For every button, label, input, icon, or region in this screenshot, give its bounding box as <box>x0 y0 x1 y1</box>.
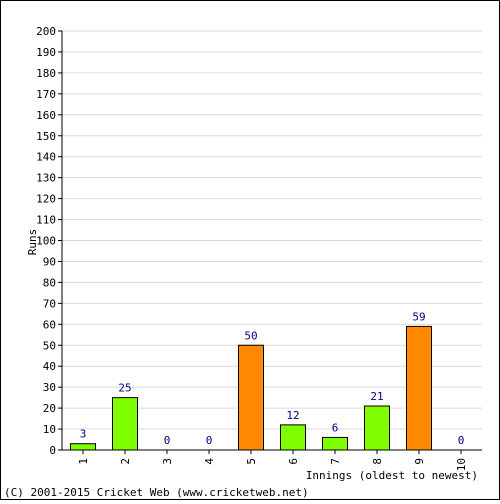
y-tick-label: 180 <box>36 67 56 80</box>
y-tick-label: 40 <box>43 360 56 373</box>
value-label: 59 <box>412 310 425 323</box>
value-label: 6 <box>332 421 339 434</box>
value-label: 0 <box>206 434 213 447</box>
y-tick-label: 140 <box>36 151 56 164</box>
y-tick-label: 150 <box>36 130 56 143</box>
x-tick-label: 9 <box>413 458 426 465</box>
value-label: 0 <box>458 434 465 447</box>
bar-innings-5 <box>238 344 264 451</box>
bars <box>70 325 432 451</box>
y-tick-label: 60 <box>43 318 56 331</box>
bar-innings-7 <box>322 436 348 451</box>
bar-innings-6 <box>280 424 306 451</box>
y-axis-ticks: 0 10 20 30 40 50 60 70 80 90 100 110 120 130 140 150 160… <box>36 25 62 457</box>
y-tick-label: 50 <box>43 339 56 352</box>
value-label: 21 <box>370 390 383 403</box>
y-tick-label: 200 <box>36 25 56 38</box>
x-tick-label: 5 <box>245 458 258 465</box>
value-label: 25 <box>118 382 131 395</box>
y-tick-label: 70 <box>43 297 56 310</box>
x-tick-label: 4 <box>203 458 216 465</box>
y-tick-label: 130 <box>36 172 56 185</box>
grid-lines <box>62 30 482 430</box>
y-tick-label: 160 <box>36 109 56 122</box>
value-label: 12 <box>286 409 299 422</box>
y-tick-label: 20 <box>43 402 56 415</box>
y-tick-label: 10 <box>43 423 56 436</box>
y-tick-label: 110 <box>36 214 56 227</box>
x-tick-label: 10 <box>455 458 468 471</box>
bar-innings-1 <box>70 443 96 451</box>
bar-innings-2 <box>112 397 138 451</box>
y-tick-label: 170 <box>36 88 56 101</box>
y-tick-label: 190 <box>36 46 56 59</box>
x-tick-label: 2 <box>119 458 132 465</box>
bar-innings-9 <box>406 325 432 451</box>
bar-innings-8 <box>364 405 390 451</box>
value-label: 3 <box>80 428 87 441</box>
x-tick-label: 1 <box>77 458 90 465</box>
x-tick-label: 8 <box>371 458 384 465</box>
x-axis-label: Innings (oldest to newest) <box>306 469 478 482</box>
value-labels: 3 25 0 0 50 12 6 21 59 0 <box>80 310 465 447</box>
x-tick-label: 7 <box>329 458 342 465</box>
y-tick-label: 80 <box>43 276 56 289</box>
copyright-footer: (C) 2001-2015 Cricket Web (www.cricketwe… <box>4 486 309 499</box>
y-tick-label: 30 <box>43 381 56 394</box>
value-label: 0 <box>164 434 171 447</box>
x-tick-label: 3 <box>161 458 174 465</box>
y-tick-label: 0 <box>49 444 56 457</box>
x-tick-label: 6 <box>287 458 300 465</box>
y-axis-label: Runs <box>26 229 39 256</box>
y-tick-label: 90 <box>43 255 56 268</box>
value-label: 50 <box>244 329 257 342</box>
x-axis-ticks: 1 2 3 4 5 6 7 8 9 10 <box>77 450 468 471</box>
y-tick-label: 100 <box>36 235 56 248</box>
y-tick-label: 120 <box>36 193 56 206</box>
